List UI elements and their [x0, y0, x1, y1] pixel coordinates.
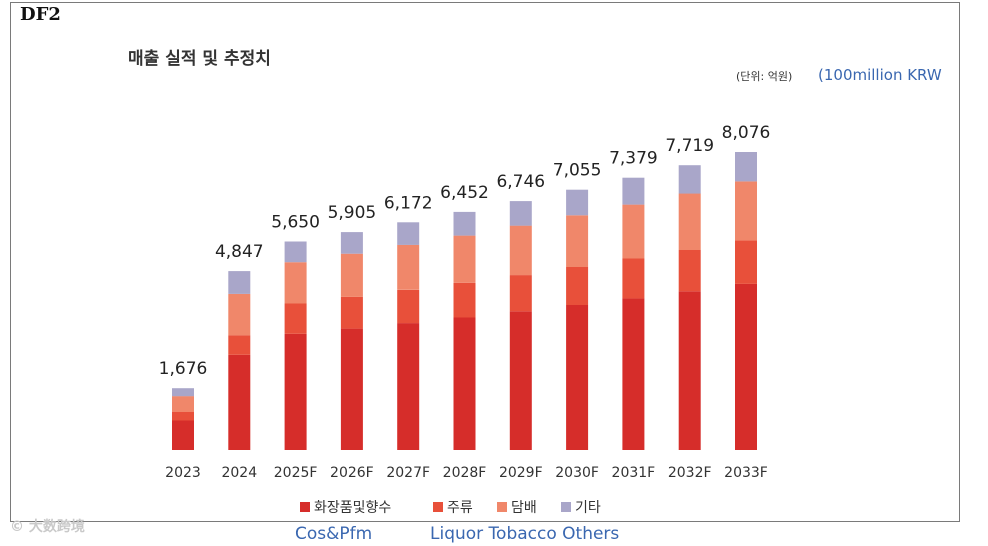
bar-2027F-series-2: [397, 244, 420, 290]
legend-label-3: 기타: [575, 500, 601, 516]
bar-2023-series-1: [172, 412, 194, 421]
bar-2023-series-0: [172, 420, 194, 450]
bar-2024-series-3: [228, 271, 251, 294]
bar-2031F-series-1: [622, 258, 645, 299]
bar-2033F-series-0: [735, 283, 757, 450]
total-label-2026F: 5,905: [328, 203, 377, 223]
bar-2030F-series-1: [566, 267, 589, 305]
watermark: © 大数跨境: [10, 519, 85, 535]
total-label-2025F: 5,650: [271, 213, 320, 233]
bar-2033F-series-2: [735, 181, 757, 241]
x-tick-2033F: 2033F: [724, 465, 768, 481]
legend-label-2: 담배: [511, 500, 537, 516]
bar-2030F-series-0: [566, 305, 589, 450]
bar-2029F-series-2: [509, 225, 532, 275]
bar-2027F-series-3: [397, 222, 420, 245]
bar-2032F-series-2: [678, 193, 701, 250]
total-label-2033F: 8,076: [722, 123, 771, 143]
bar-2031F-series-2: [622, 204, 645, 259]
bar-2032F-series-0: [678, 291, 701, 450]
x-tick-2032F: 2032F: [668, 465, 712, 481]
bar-2026F-series-3: [340, 232, 363, 254]
legend-swatch-2: [497, 502, 507, 512]
total-label-2030F: 7,055: [553, 161, 602, 181]
bar-2032F-series-3: [678, 165, 701, 194]
legend-swatch-0: [300, 502, 310, 512]
bar-2032F-series-1: [678, 250, 701, 292]
total-label-2024: 4,847: [215, 242, 264, 262]
bar-2029F-series-3: [509, 201, 532, 226]
legend-swatch-1: [433, 502, 443, 512]
unit-label-korean: (단위: 억원): [736, 70, 793, 83]
bar-2023-series-3: [172, 388, 194, 397]
total-label-2023: 1,676: [159, 359, 208, 379]
x-tick-2030F: 2030F: [555, 465, 599, 481]
x-tick-2029F: 2029F: [499, 465, 543, 481]
total-label-2032F: 7,719: [665, 136, 714, 156]
bar-2029F-series-0: [509, 311, 532, 450]
bar-2033F-series-1: [735, 240, 757, 284]
bar-2031F-series-3: [622, 177, 645, 205]
total-label-2029F: 6,746: [496, 172, 545, 192]
legend-label-1: 주류: [447, 500, 473, 516]
x-tick-2026F: 2026F: [330, 465, 374, 481]
english-legend-cosmetics: Cos&Pfm: [295, 524, 373, 544]
bar-2025F-series-3: [284, 241, 307, 263]
total-label-2031F: 7,379: [609, 149, 658, 169]
bar-2030F-series-2: [566, 215, 589, 267]
corner-label: DF2: [20, 4, 61, 25]
bar-2023-series-2: [172, 396, 194, 412]
bar-2024-series-0: [228, 354, 251, 450]
bar-2031F-series-0: [622, 298, 645, 450]
chart-title: 매출 실적 및 추정치: [128, 49, 271, 69]
legend-swatch-3: [561, 502, 571, 512]
english-legend-others: Liquor Tobacco Others: [430, 524, 620, 544]
bar-2030F-series-3: [566, 189, 589, 216]
total-label-2027F: 6,172: [384, 193, 433, 213]
legend-label-0: 화장품및향수: [314, 500, 391, 516]
bar-2028F-series-1: [453, 282, 476, 318]
bar-2028F-series-2: [453, 235, 476, 283]
x-tick-2023: 2023: [165, 465, 201, 481]
x-tick-2028F: 2028F: [443, 465, 487, 481]
bar-2027F-series-1: [397, 289, 420, 324]
x-tick-2027F: 2027F: [386, 465, 430, 481]
bar-2025F-series-0: [284, 333, 307, 450]
chart-frame: [10, 2, 960, 522]
bar-2024-series-1: [228, 335, 251, 355]
total-label-2028F: 6,452: [440, 183, 489, 203]
x-tick-2024: 2024: [221, 465, 257, 481]
bar-2026F-series-2: [340, 253, 363, 297]
bar-2024-series-2: [228, 293, 251, 336]
bar-2028F-series-3: [453, 211, 476, 236]
x-tick-2031F: 2031F: [612, 465, 656, 481]
bar-2027F-series-0: [397, 323, 420, 450]
bar-2029F-series-1: [509, 275, 532, 312]
bar-2025F-series-2: [284, 262, 307, 304]
bar-2033F-series-3: [735, 152, 757, 182]
x-tick-2025F: 2025F: [274, 465, 318, 481]
bar-2028F-series-0: [453, 317, 476, 450]
bar-2026F-series-1: [340, 296, 363, 329]
bar-2026F-series-0: [340, 328, 363, 450]
bar-2025F-series-1: [284, 303, 307, 334]
unit-label-english: (100million KRW: [818, 66, 942, 84]
